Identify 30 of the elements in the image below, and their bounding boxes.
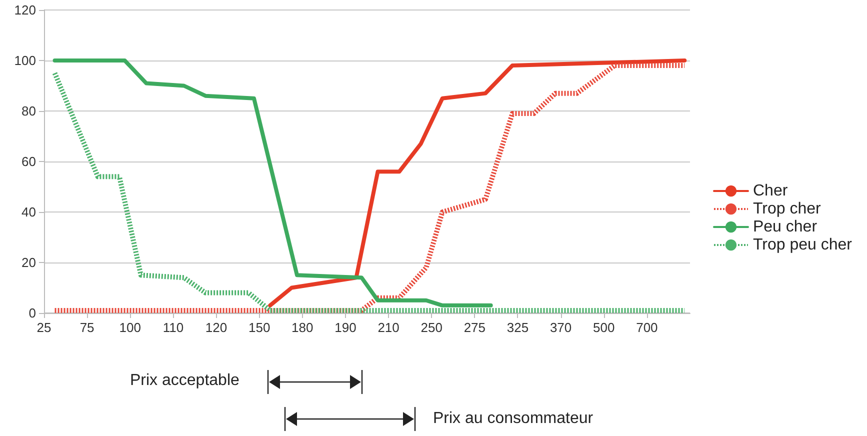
x-tick-label: 210 bbox=[378, 320, 400, 335]
line-series bbox=[268, 58, 687, 308]
legend-label: Trop cher bbox=[752, 200, 822, 218]
legend-label: Trop peu cher bbox=[752, 236, 853, 254]
x-tick-label: 370 bbox=[550, 320, 572, 335]
y-tick-label: 80 bbox=[22, 104, 36, 118]
x-tick-label: 275 bbox=[464, 320, 486, 335]
x-tick-label: 700 bbox=[636, 320, 658, 335]
legend-label: Peu cher bbox=[752, 218, 818, 236]
x-tick-label: 190 bbox=[334, 320, 356, 335]
legend-label: Cher bbox=[752, 182, 788, 200]
x-tick-label: 75 bbox=[80, 320, 94, 335]
x-tick-label: 110 bbox=[162, 320, 184, 335]
x-tick-label: 100 bbox=[119, 320, 141, 335]
x-tick-label: 325 bbox=[506, 320, 529, 335]
x-tick-label: 25 bbox=[36, 320, 52, 335]
text: Prix acceptable bbox=[130, 372, 240, 390]
x-tick-label: 120 bbox=[205, 320, 228, 335]
y-tick-label: 100 bbox=[14, 53, 36, 68]
x-tick-label: 150 bbox=[248, 320, 270, 335]
y-tick-label: 0 bbox=[28, 306, 36, 320]
y-tick-label: 60 bbox=[22, 154, 36, 169]
y-tick-label: 20 bbox=[22, 255, 36, 270]
x-tick-label: 250 bbox=[420, 320, 442, 335]
x-tick-label: 500 bbox=[593, 320, 615, 335]
x-tick-label: 180 bbox=[292, 320, 314, 335]
text: Prix au consommateur bbox=[433, 410, 594, 428]
y-tick-label: 120 bbox=[14, 2, 36, 18]
y-tick-label: 40 bbox=[22, 204, 36, 220]
line-series bbox=[52, 58, 493, 308]
